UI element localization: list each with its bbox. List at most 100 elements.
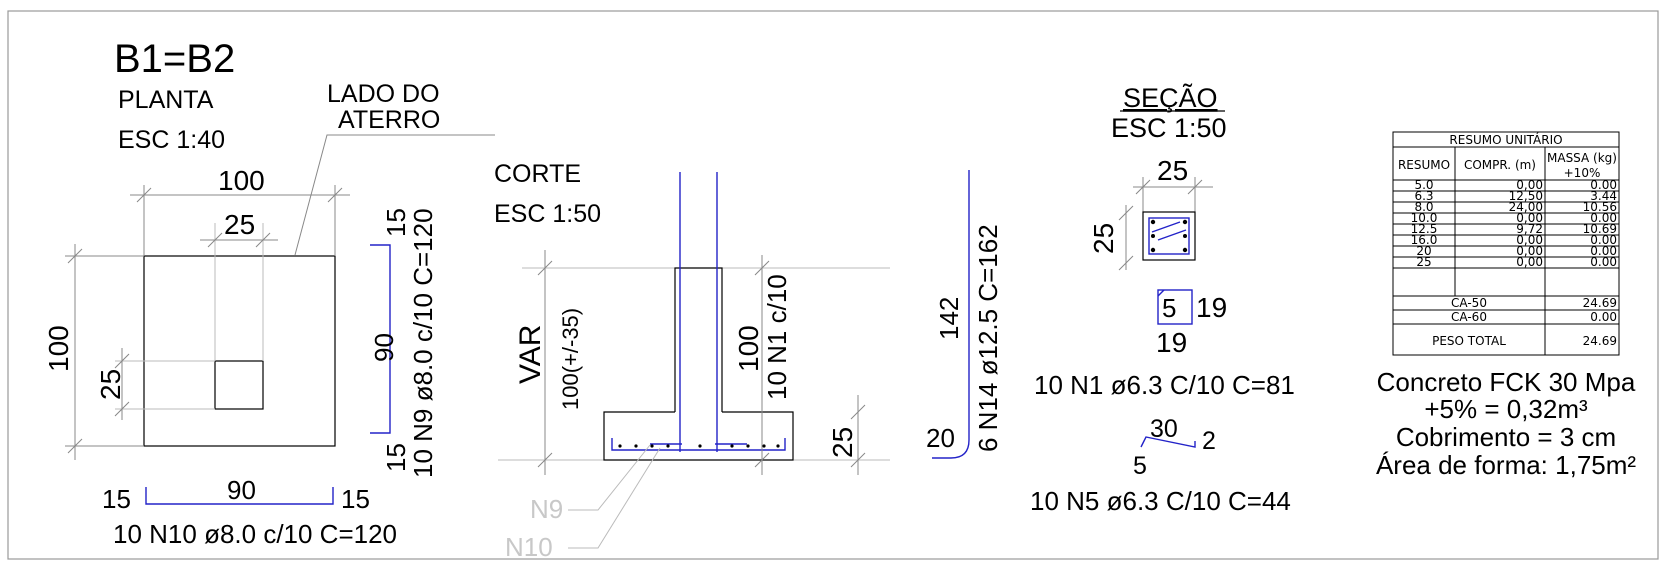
planta-side-note-1: LADO DO: [327, 80, 440, 108]
resumo-ca60-label: CA-60: [1451, 310, 1487, 324]
secao-n5-shape: [1140, 436, 1196, 448]
secao-n1-shape: [1157, 289, 1193, 325]
resumo-cell-length: 0,00: [1516, 255, 1543, 269]
resumo-cell-length: 0,00: [1516, 211, 1543, 225]
secao-dim-tick: [1118, 255, 1134, 271]
resumo-cell-length: 9,72: [1516, 222, 1543, 236]
secao-label: SEÇÃO: [1123, 82, 1218, 113]
resumo-cell-mass: 10.56: [1583, 200, 1617, 214]
secao-stirrup-hook: [1157, 229, 1187, 241]
resumo-ca50-value: 24.69: [1583, 296, 1617, 310]
secao-n1-hook: [1157, 289, 1165, 297]
corte-dim-tick: [850, 404, 866, 420]
bar-n9-bot: 15: [381, 443, 411, 472]
secao-scale: ESC 1:50: [1111, 113, 1227, 143]
corte-column-outline: [674, 267, 723, 412]
resumo-cell-length: 12,50: [1509, 189, 1543, 203]
bar-n14-long: 142: [934, 297, 964, 340]
secao-dim-tick: [1187, 179, 1203, 195]
resumo-title: RESUMO UNITÁRIO: [1449, 132, 1562, 147]
resumo-total-value: 24.69: [1583, 334, 1617, 348]
planta-label: PLANTA: [118, 86, 214, 114]
secao-column-outline: [1142, 211, 1196, 261]
corte-dim-tick: [850, 452, 866, 468]
resumo-header-compr: COMPR. (m): [1464, 158, 1536, 172]
corte-leader-n10: [568, 447, 661, 549]
bar-n10-mid: 90: [227, 475, 256, 505]
corte-label: CORTE: [494, 160, 581, 188]
secao-dim-tick: [1135, 179, 1151, 195]
bar-n9-mid: 90: [369, 333, 399, 362]
drawing-title: B1=B2: [114, 37, 235, 81]
secao-hook-c: 5: [1133, 452, 1147, 480]
corte-scale: ESC 1:50: [494, 200, 601, 228]
secao-stirrup-b: 19: [1196, 292, 1227, 323]
corte-dim-col-h: 100: [733, 325, 764, 372]
secao-dim-tick: [1118, 205, 1134, 221]
corte-leader-n9-label: N9: [530, 494, 563, 524]
resumo-header-resumo: RESUMO: [1398, 158, 1450, 172]
resumo-header-percent: +10%: [1564, 166, 1601, 180]
bar-n10-shape: [145, 487, 334, 505]
sheet-frame: [7, 10, 1659, 560]
planta-dim-tick: [114, 401, 130, 417]
resumo-header-massa: MASSA (kg): [1547, 151, 1617, 165]
resumo-ca60-value: 0.00: [1590, 310, 1617, 324]
planta-dim-tick: [67, 438, 83, 454]
resumo-table: [1392, 131, 1620, 356]
planta-dim-tick: [67, 248, 83, 264]
corte-n1-note: 10 N1 c/10: [762, 274, 792, 400]
resumo-total-label: PESO TOTAL: [1432, 334, 1506, 348]
resumo-cell-diameter: 6.3: [1414, 189, 1433, 203]
secao-dim-w: 25: [1157, 155, 1188, 186]
bar-n14-short: 20: [926, 423, 955, 453]
secao-stirrup-c: 19: [1156, 327, 1187, 358]
resumo-cell-length: 0,00: [1516, 233, 1543, 247]
resumo-cell-mass: 3.44: [1590, 189, 1617, 203]
secao-hook-a: 30: [1150, 415, 1178, 443]
secao-hook-b: 2: [1202, 427, 1216, 455]
secao-n1-spec: 10 N1 ø6.3 C/10 C=81: [1034, 370, 1295, 400]
note-formwork: Área de forma: 1,75m²: [1376, 450, 1636, 480]
planta-dim-tick: [207, 232, 223, 248]
bar-n14-shape: [932, 170, 970, 459]
corte-footing-bar: [611, 438, 786, 451]
corte-footing-outline: [603, 411, 794, 461]
planta-dim-col-h: 25: [95, 369, 126, 400]
secao-stirrup-a: 5: [1162, 293, 1176, 323]
planta-dim-width: 100: [218, 165, 265, 196]
planta-dim-col-w: 25: [224, 209, 255, 240]
planta-side-note-2: ATERRO: [338, 106, 440, 134]
resumo-cell-length: 0,00: [1516, 178, 1543, 192]
note-concrete: Concreto FCK 30 Mpa: [1377, 367, 1636, 397]
bar-n14-spec: 6 N14 ø12.5 C=162: [973, 224, 1003, 452]
corte-dim-var: VAR: [514, 325, 547, 384]
secao-n5-spec: 10 N5 ø6.3 C/10 C=44: [1030, 486, 1291, 516]
bar-n10-spec: 10 N10 ø8.0 c/10 C=120: [113, 519, 397, 549]
planta-side-note-leader: [294, 134, 495, 256]
corte-dim-tick: [754, 260, 770, 276]
bar-n9-shape: [370, 244, 391, 434]
secao-bar-dots: [1150, 219, 1188, 253]
corte-dim-tick: [754, 452, 770, 468]
resumo-cell-diameter: 25: [1416, 255, 1431, 269]
corte-dim-tick: [537, 452, 553, 468]
corte-dim-tick: [537, 260, 553, 276]
planta-dim-tick: [136, 187, 152, 203]
planta-dim-height: 100: [43, 325, 74, 372]
resumo-cell-length: 24,00: [1509, 200, 1543, 214]
bar-n10-right: 15: [341, 484, 370, 514]
bar-n10-left: 15: [102, 484, 131, 514]
resumo-cell-mass: 0.00: [1590, 211, 1617, 225]
bar-n9-top: 15: [381, 208, 411, 237]
planta-dim-tick: [255, 232, 271, 248]
resumo-cell-diameter: 8.0: [1414, 200, 1433, 214]
resumo-cell-diameter: 16.0: [1411, 233, 1438, 247]
resumo-cell-mass: 0.00: [1590, 244, 1617, 258]
resumo-cell-diameter: 12.5: [1411, 222, 1438, 236]
resumo-cell-mass: 0.00: [1590, 255, 1617, 269]
planta-column-outline: [214, 360, 264, 410]
resumo-cell-mass: 0.00: [1590, 233, 1617, 247]
planta-footing-outline: [143, 255, 336, 447]
